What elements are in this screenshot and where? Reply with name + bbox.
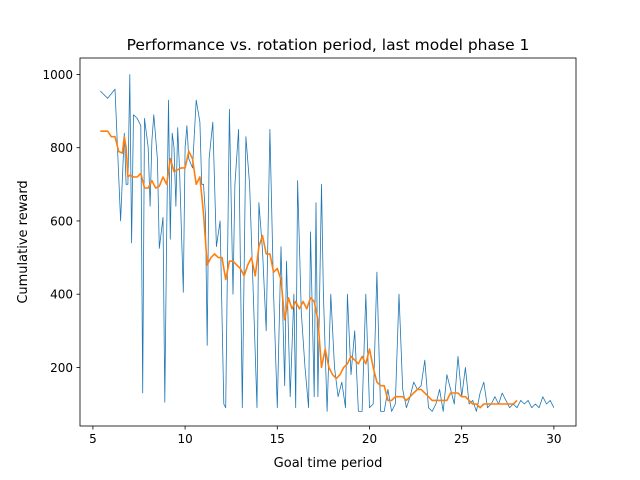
y-tick-label: 200	[50, 361, 73, 375]
y-tick-label: 800	[50, 141, 73, 155]
x-tick-label: 10	[177, 432, 192, 446]
x-tick-label: 20	[362, 432, 377, 446]
y-tick-label: 1000	[42, 68, 73, 82]
plot-frame	[79, 57, 577, 427]
plot-area	[100, 74, 555, 412]
y-axis-ticks: 200 400 600 800 1000	[42, 68, 80, 375]
y-axis-label: Cumulative reward	[16, 180, 31, 303]
chart-title: Performance vs. rotation period, last mo…	[127, 36, 530, 54]
x-axis-label: Goal time period	[274, 456, 383, 471]
series-line-smoothed	[100, 130, 518, 409]
x-tick-label: 25	[454, 432, 469, 446]
x-tick-label: 5	[89, 432, 97, 446]
y-tick-label: 600	[50, 214, 73, 228]
y-tick-label: 400	[50, 288, 73, 302]
x-axis-ticks: 5 10 15 20 25 30	[89, 426, 562, 446]
x-tick-label: 15	[270, 432, 285, 446]
x-tick-label: 30	[546, 432, 561, 446]
series-line-raw	[100, 74, 555, 412]
